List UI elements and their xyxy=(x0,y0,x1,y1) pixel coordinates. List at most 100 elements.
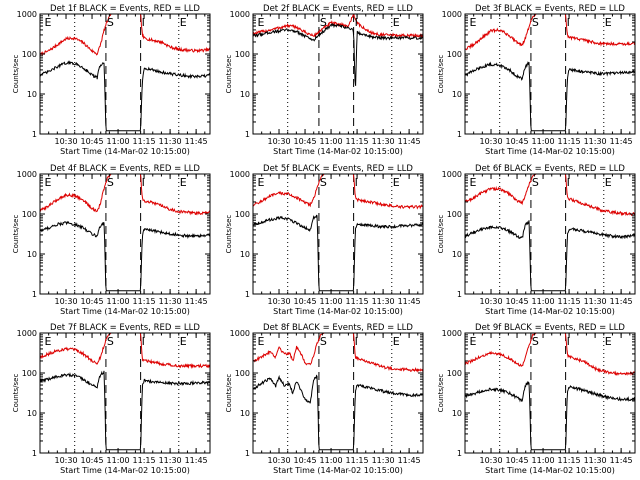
x-tick-label: 11:45 xyxy=(398,456,421,465)
plot-frame xyxy=(464,173,636,295)
plot-frame xyxy=(39,173,211,295)
lld-series-line xyxy=(40,174,210,216)
chart-title: Det 2f BLACK = Events, RED = LLD xyxy=(263,4,413,14)
x-tick-label: 10:45 xyxy=(81,137,104,146)
y-axis-label: Counts/sec xyxy=(225,55,233,94)
x-tick-label: 10:30 xyxy=(479,297,502,306)
x-tick-label: 11:45 xyxy=(610,297,633,306)
x-axis-label: Start Time (14-Mar-02 10:15:00) xyxy=(485,466,615,475)
x-tick-label: 11:45 xyxy=(398,137,421,146)
x-axis-label: Start Time (14-Mar-02 10:15:00) xyxy=(273,307,403,316)
x-tick-label: 10:45 xyxy=(506,137,529,146)
y-axis-label: Counts/sec xyxy=(225,374,233,413)
events-series-line xyxy=(40,60,210,132)
x-tick-label: 11:15 xyxy=(133,297,156,306)
y-tick-label: 10 xyxy=(240,90,250,99)
y-tick-label: 1000 xyxy=(17,170,37,179)
x-tick-label: 10:30 xyxy=(479,456,502,465)
x-tick-label: 11:15 xyxy=(346,137,369,146)
region-label: S xyxy=(320,16,327,29)
chart-panel: Det 6f BLACK = Events, RED = LLD 1 10 100 10… xyxy=(437,164,636,316)
region-label: E xyxy=(393,335,400,348)
x-tick-label: 10:45 xyxy=(81,456,104,465)
region-label: S xyxy=(107,335,114,348)
y-tick-label: 1000 xyxy=(230,10,250,19)
y-tick-label: 100 xyxy=(22,369,37,378)
plot-frame xyxy=(252,332,424,454)
x-tick-label: 11:00 xyxy=(320,137,343,146)
x-tick-label: 11:45 xyxy=(185,456,208,465)
y-tick-label: 1000 xyxy=(17,10,37,19)
x-tick-label: 10:45 xyxy=(294,137,317,146)
x-axis-label: Start Time (14-Mar-02 10:15:00) xyxy=(60,466,190,475)
region-label: E xyxy=(257,16,264,29)
region-label: I xyxy=(355,335,358,348)
y-tick-label: 10 xyxy=(452,90,462,99)
chart-title: Det 8f BLACK = Events, RED = LLD xyxy=(263,323,413,333)
region-label: S xyxy=(320,335,327,348)
x-tick-label: 11:45 xyxy=(610,456,633,465)
region-label: I xyxy=(355,176,358,189)
chart-panel: Det 9f BLACK = Events, RED = LLD 1 10 100 10… xyxy=(437,323,636,475)
plot-area xyxy=(40,14,210,132)
lld-series-line xyxy=(40,333,210,369)
plot-area xyxy=(465,174,635,292)
region-label: E xyxy=(469,335,476,348)
y-tick-label: 100 xyxy=(447,50,462,59)
x-axis-label: Start Time (14-Mar-02 10:15:00) xyxy=(60,147,190,156)
x-tick-label: 11:00 xyxy=(320,297,343,306)
plot-area xyxy=(40,333,210,451)
x-tick-label: 11:30 xyxy=(584,137,607,146)
y-tick-label: 1000 xyxy=(442,329,462,338)
chart-title: Det 4f BLACK = Events, RED = LLD xyxy=(50,164,200,174)
plot-frame xyxy=(464,13,636,135)
y-tick-label: 10 xyxy=(452,250,462,259)
y-tick-label: 1 xyxy=(32,290,37,299)
chart-panel: Det 2f BLACK = Events, RED = LLD 1 10 100 10… xyxy=(225,4,424,156)
y-tick-label: 100 xyxy=(235,369,250,378)
events-series-line xyxy=(40,220,210,292)
lld-series-line xyxy=(253,174,423,210)
region-label: E xyxy=(393,176,400,189)
region-label: I xyxy=(142,16,145,29)
chart-title: Det 7f BLACK = Events, RED = LLD xyxy=(50,323,200,333)
y-tick-label: 1 xyxy=(245,130,250,139)
x-tick-label: 11:30 xyxy=(372,456,395,465)
y-axis-label: Counts/sec xyxy=(12,215,20,254)
x-tick-label: 10:30 xyxy=(267,297,290,306)
events-series-line xyxy=(253,214,423,292)
region-label: I xyxy=(567,335,570,348)
plot-area xyxy=(253,14,423,86)
chart-title: Det 3f BLACK = Events, RED = LLD xyxy=(475,4,625,14)
x-tick-label: 11:00 xyxy=(532,137,555,146)
region-label: S xyxy=(107,16,114,29)
x-tick-label: 11:30 xyxy=(159,137,182,146)
region-label: I xyxy=(567,176,570,189)
region-label: S xyxy=(532,335,539,348)
region-label: E xyxy=(605,335,612,348)
x-tick-label: 11:15 xyxy=(346,456,369,465)
plot-area xyxy=(40,174,210,292)
chart-panel: Det 5f BLACK = Events, RED = LLD 1 10 100 10… xyxy=(225,164,424,316)
y-tick-label: 1 xyxy=(457,130,462,139)
events-series-line xyxy=(465,380,635,451)
y-tick-label: 1000 xyxy=(230,329,250,338)
y-axis-label: Counts/sec xyxy=(437,215,445,254)
chart-title: Det 1f BLACK = Events, RED = LLD xyxy=(50,4,200,14)
y-tick-label: 1 xyxy=(32,130,37,139)
x-axis-label: Start Time (14-Mar-02 10:15:00) xyxy=(273,466,403,475)
events-series-line xyxy=(253,374,423,451)
x-tick-label: 11:00 xyxy=(107,456,130,465)
region-label: S xyxy=(532,16,539,29)
region-label: E xyxy=(257,176,264,189)
events-series-line xyxy=(253,22,423,86)
region-label: E xyxy=(469,16,476,29)
y-tick-label: 10 xyxy=(27,250,37,259)
y-tick-label: 1000 xyxy=(17,329,37,338)
x-tick-label: 11:00 xyxy=(532,297,555,306)
region-label: E xyxy=(393,16,400,29)
y-axis-label: Counts/sec xyxy=(12,374,20,413)
x-tick-label: 10:45 xyxy=(81,297,104,306)
plot-area xyxy=(465,14,635,132)
x-tick-label: 10:30 xyxy=(267,456,290,465)
